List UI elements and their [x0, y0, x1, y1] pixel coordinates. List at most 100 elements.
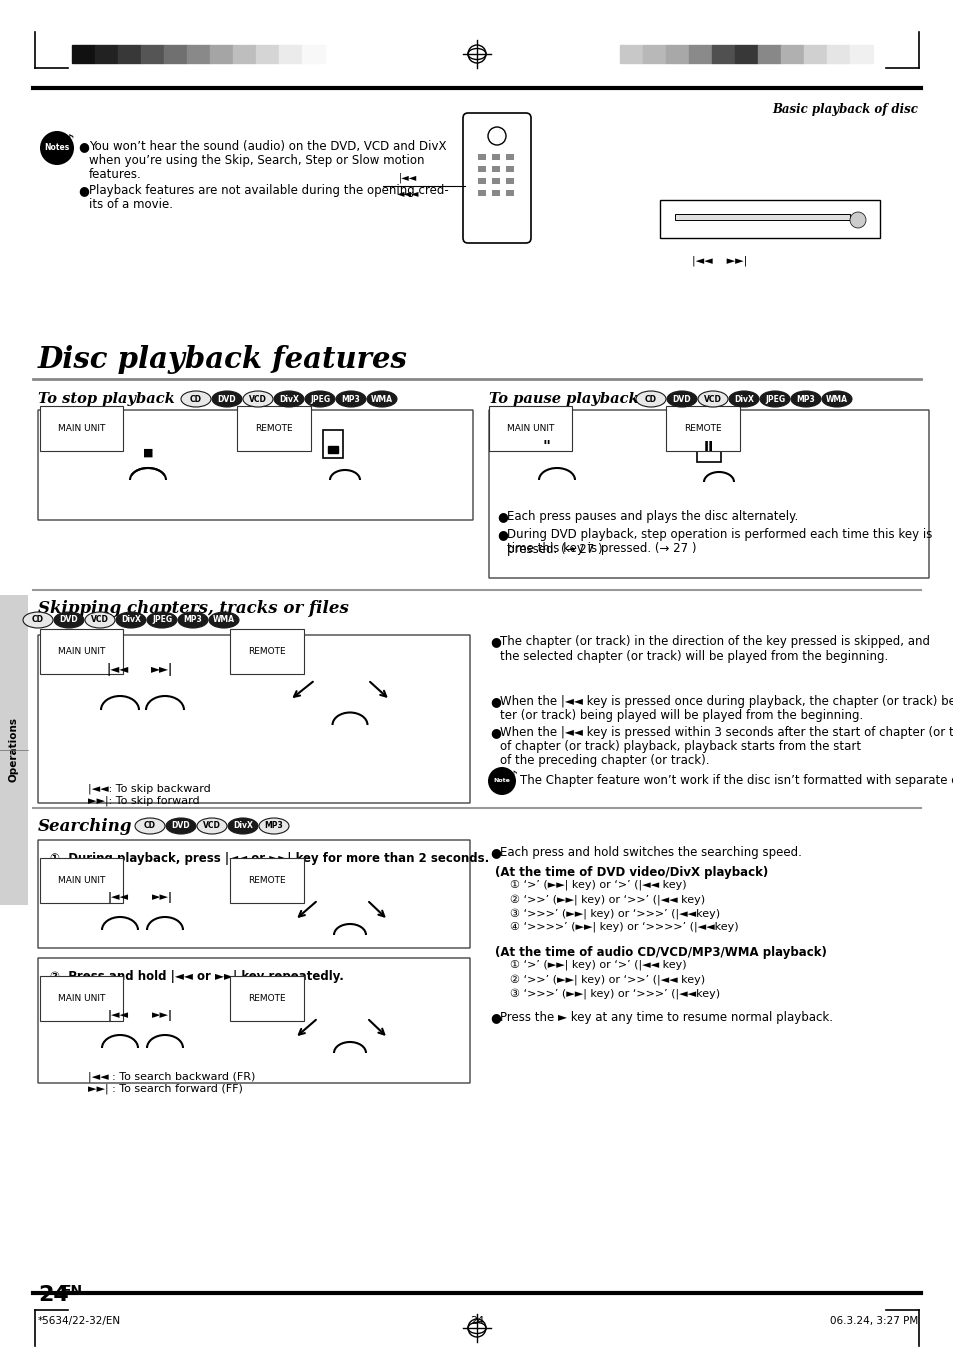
FancyBboxPatch shape	[489, 409, 928, 578]
Text: ●: ●	[490, 1011, 500, 1024]
Text: ♪: ♪	[510, 770, 517, 784]
Bar	[328, 446, 337, 453]
Ellipse shape	[698, 390, 727, 407]
Bar	[505, 166, 514, 172]
Bar	[711, 45, 734, 63]
Bar	[826, 45, 849, 63]
Ellipse shape	[274, 390, 304, 407]
Text: (At the time of audio CD/VCD/MP3/WMA playback): (At the time of audio CD/VCD/MP3/WMA pla…	[495, 946, 826, 959]
Text: DVD: DVD	[60, 616, 78, 624]
Text: (At the time of DVD video/DivX playback): (At the time of DVD video/DivX playback)	[495, 866, 767, 880]
Text: ◄◄◄: ◄◄◄	[396, 188, 418, 199]
Text: REMOTE: REMOTE	[248, 647, 285, 657]
Text: |◄◄    ►►|: |◄◄ ►►|	[692, 255, 747, 266]
Text: *5634/22-32/EN: *5634/22-32/EN	[38, 1316, 121, 1325]
Text: ② ‘>>’ (►►| key) or ‘>>’ (|◄◄ key): ② ‘>>’ (►►| key) or ‘>>’ (|◄◄ key)	[510, 894, 704, 905]
Text: During DVD playback, step operation is performed each time this key is pressed. : During DVD playback, step operation is p…	[506, 528, 931, 557]
Bar	[492, 178, 499, 184]
Text: When the |◄◄ key is pressed within 3 seconds after the start of chapter (or trac: When the |◄◄ key is pressed within 3 sec…	[499, 725, 953, 739]
Bar	[187, 45, 210, 63]
Text: DivX: DivX	[733, 394, 753, 404]
Text: JPEG: JPEG	[310, 394, 330, 404]
Text: CD: CD	[644, 394, 657, 404]
Text: ●: ●	[490, 725, 500, 739]
Ellipse shape	[135, 817, 165, 834]
Text: CD: CD	[32, 616, 44, 624]
FancyBboxPatch shape	[38, 958, 470, 1084]
Ellipse shape	[212, 390, 242, 407]
Text: Playback features are not available during the opening cred-: Playback features are not available duri…	[89, 184, 448, 197]
Text: Press the ► key at any time to resume normal playback.: Press the ► key at any time to resume no…	[499, 1011, 832, 1024]
Text: Notes: Notes	[45, 143, 70, 153]
Bar	[803, 45, 826, 63]
Text: |◄◄: |◄◄	[108, 892, 129, 902]
Text: REMOTE: REMOTE	[254, 424, 293, 434]
Text: CD: CD	[144, 821, 156, 831]
Text: The chapter (or track) in the direction of the key pressed is skipped, and the s: The chapter (or track) in the direction …	[499, 635, 929, 663]
Text: REMOTE: REMOTE	[248, 994, 285, 1002]
Text: MAIN UNIT: MAIN UNIT	[506, 424, 554, 434]
Text: ●: ●	[78, 184, 89, 197]
Text: 06.3.24, 3:27 PM: 06.3.24, 3:27 PM	[829, 1316, 917, 1325]
Text: ②  Press and hold |◄◄ or ►►| key repeatedly.: ② Press and hold |◄◄ or ►►| key repeated…	[50, 970, 343, 984]
Ellipse shape	[178, 612, 208, 628]
Text: WMA: WMA	[825, 394, 847, 404]
Text: features.: features.	[89, 168, 142, 181]
Bar	[849, 45, 872, 63]
Text: MP3: MP3	[183, 616, 202, 624]
Text: WMA: WMA	[371, 394, 393, 404]
Bar	[118, 45, 141, 63]
Text: ►►|: To skip forward: ►►|: To skip forward	[88, 794, 199, 805]
Text: DivX: DivX	[121, 616, 141, 624]
Text: ►►| : To search forward (FF): ►►| : To search forward (FF)	[88, 1084, 243, 1094]
Text: ●: ●	[490, 694, 500, 708]
Ellipse shape	[790, 390, 821, 407]
Text: When the |◄◄ key is pressed once during playback, the chapter (or track) being p: When the |◄◄ key is pressed once during …	[499, 694, 953, 708]
Text: ►►|: ►►|	[152, 892, 172, 902]
Ellipse shape	[335, 390, 366, 407]
Text: To stop playback: To stop playback	[38, 392, 174, 407]
Text: Each press and hold switches the searching speed.: Each press and hold switches the searchi…	[499, 846, 801, 859]
Text: ●: ●	[497, 528, 507, 540]
Text: 24: 24	[38, 1285, 69, 1305]
Text: ♪: ♪	[65, 134, 74, 149]
Bar	[665, 45, 688, 63]
Text: MAIN UNIT: MAIN UNIT	[58, 424, 105, 434]
Ellipse shape	[116, 612, 146, 628]
Bar	[302, 45, 325, 63]
Bar	[492, 190, 499, 196]
Text: CD: CD	[190, 394, 202, 404]
Text: MP3: MP3	[796, 394, 815, 404]
Text: Basic playback of disc: Basic playback of disc	[771, 103, 917, 116]
Text: ter (or track) being played will be played from the beginning.: ter (or track) being played will be play…	[499, 709, 862, 721]
Bar	[71, 45, 95, 63]
Ellipse shape	[305, 390, 335, 407]
Text: |◄◄: |◄◄	[108, 1011, 129, 1021]
Text: JPEG: JPEG	[764, 394, 784, 404]
Bar	[781, 45, 803, 63]
Text: when you’re using the Skip, Search, Step or Slow motion: when you’re using the Skip, Search, Step…	[89, 154, 424, 168]
Bar	[323, 430, 343, 458]
Text: ►►|: ►►|	[151, 663, 172, 676]
Bar	[492, 166, 499, 172]
Bar	[477, 190, 485, 196]
Bar	[492, 154, 499, 159]
Text: VCD: VCD	[91, 616, 109, 624]
Text: WMA: WMA	[213, 616, 234, 624]
Bar	[619, 45, 642, 63]
Bar	[477, 154, 485, 159]
Text: DVD: DVD	[172, 821, 190, 831]
Text: ●: ●	[497, 509, 507, 523]
Text: MP3: MP3	[341, 394, 360, 404]
Text: REMOTE: REMOTE	[248, 875, 285, 885]
Text: ④ ‘>>>>’ (►►| key) or ‘>>>>’ (|◄◄key): ④ ‘>>>>’ (►►| key) or ‘>>>>’ (|◄◄key)	[510, 921, 738, 932]
Ellipse shape	[367, 390, 396, 407]
Text: ① ‘>’ (►►| key) or ‘>’ (|◄◄ key): ① ‘>’ (►►| key) or ‘>’ (|◄◄ key)	[510, 880, 686, 890]
Text: ►►|: ►►|	[152, 1011, 172, 1021]
Bar	[233, 45, 255, 63]
Text: Disc playback features: Disc playback features	[38, 345, 408, 374]
Bar	[164, 45, 187, 63]
Bar	[659, 200, 879, 238]
Text: of chapter (or track) playback, playback starts from the start: of chapter (or track) playback, playback…	[499, 740, 861, 753]
Ellipse shape	[666, 390, 697, 407]
